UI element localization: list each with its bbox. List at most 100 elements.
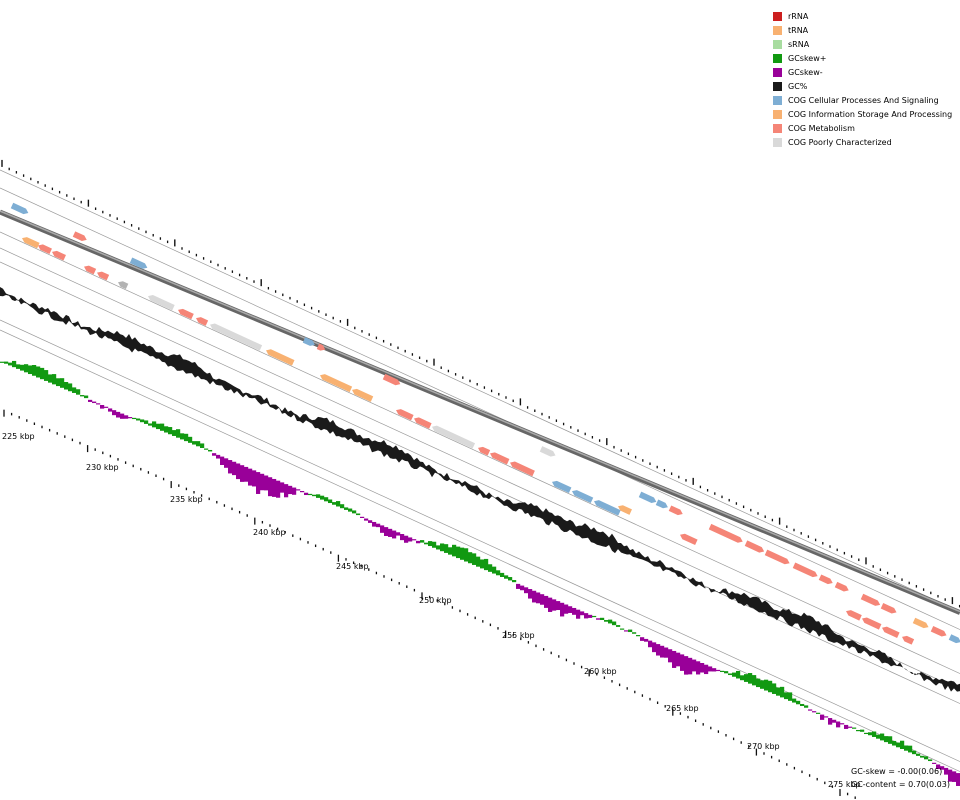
gc-skew-negative [820,714,825,720]
gene-arrow-reverse [510,461,535,477]
gene-arrow-forward [860,593,881,606]
gc-skew-positive [16,364,21,369]
gc-skew-positive [48,374,53,383]
gene-arrow-reverse-shape [266,349,295,366]
gene-arrow-forward [382,373,401,386]
legend-swatch [773,137,782,147]
gene-arrow-reverse-shape [594,500,621,516]
gc-skew-negative [572,607,577,615]
gc-skew-negative [704,664,709,675]
gc-skew-negative [956,773,960,786]
gc-skew-positive [860,729,865,732]
gc-skew-negative [108,408,113,412]
gene-arrow-reverse-shape [178,308,194,320]
legend-item-gcskew-plus: GCskew+ [773,51,952,65]
legend-swatch [773,123,782,133]
gc-skew-negative [536,592,541,604]
gc-skew-positive [780,686,785,698]
legend-swatch [773,67,782,77]
gene-arrow-reverse-shape [882,626,900,638]
gc-skew-negative [408,537,413,542]
gc-skew-negative [220,456,225,466]
gc-skew-negative [688,657,693,675]
gc-skew-positive [472,553,477,565]
gene-arrow-reverse [38,244,52,255]
gc-skew-positive [60,378,65,388]
gene-arrow-reverse [432,425,476,449]
gc-skew-negative [376,523,381,528]
gene-arrow-forward-shape [382,373,401,386]
gene-arrow-reverse-shape [862,617,882,630]
kbp-label: 240 kbp [253,528,286,537]
gene-arrow-reverse [178,308,194,320]
gc-skew-negative [516,583,521,589]
gc-skew-positive [492,566,497,574]
gc-skew-negative [548,597,553,612]
gc-skew-positive [172,430,177,436]
gene-arrow-reverse [882,626,900,638]
gc-skew-positive [852,727,857,729]
gc-skew-negative [100,405,105,409]
gc-skew-negative [372,521,377,527]
kbp-label: 260 kbp [584,667,617,676]
gc-skew-positive [136,418,141,421]
gc-skew-positive [152,421,157,428]
gene-arrow-forward [708,523,743,543]
gc-skew-positive [508,577,513,581]
gene-arrow-reverse [196,317,209,326]
gc-skew-positive [616,625,621,627]
gc-skew-positive [744,674,749,682]
gc-skew-negative [824,716,829,718]
gc-skew-negative [576,609,581,619]
gc-skew-positive [764,679,769,691]
gc-skew-positive [756,678,761,688]
gc-skew-positive [432,541,437,548]
gene-arrow-forward [655,499,668,509]
gc-skew-negative [256,472,261,494]
gc-skew-negative [680,654,685,671]
gc-skew-positive [28,365,33,375]
gc-skew-positive [776,687,781,696]
gc-skew-positive [792,698,797,703]
gene-arrow-reverse [490,452,510,465]
gc-skew-negative [260,473,265,491]
legend-swatch [773,25,782,35]
legend-item-cog-cellular: COG Cellular Processes And Signaling [773,93,952,107]
gc-skew-negative [392,530,397,539]
gene-arrow-reverse-shape [414,417,432,429]
gc-skew-negative [396,532,401,536]
gc-skew-positive [420,540,425,543]
gc-skew-stat: GC-skew = -0.00(0.06) [851,767,943,776]
gc-skew-positive [36,366,41,378]
gc-skew-negative [120,413,125,419]
gc-skew-negative [96,403,101,405]
gc-skew-positive [476,556,481,567]
gc-skew-positive [800,703,805,706]
gc-skew-positive [168,427,173,435]
gene-arrow-reverse-shape [490,452,510,465]
gc-skew-negative [404,535,409,543]
gc-skew-negative [544,595,549,608]
gc-skew-positive [444,544,449,553]
gc-skew-positive [924,756,929,760]
gc-skew-positive [428,541,433,547]
legend-label: COG Information Storage And Processing [788,109,953,119]
gc-skew-positive [340,504,345,509]
gc-skew-positive [424,542,429,545]
gene-arrow-reverse [618,505,632,515]
gene-arrow-reverse [414,417,432,429]
gene-arrow-reverse [572,490,594,504]
gene-arrow-forward-shape [880,602,897,614]
gene-arrow-forward [129,257,148,269]
legend-item-gc-percent: GC% [773,79,952,93]
gc-skew-positive [868,732,873,736]
gc-skew-positive [80,395,85,397]
gc-skew-negative [92,401,97,404]
gene-arrow-forward-shape [744,540,765,553]
legend-swatch [773,53,782,63]
gc-skew-negative [284,484,289,498]
gc-skew-positive [608,619,613,624]
gc-skew-negative [128,417,133,419]
gc-skew-negative [668,649,673,663]
gc-skew-positive [148,423,153,426]
